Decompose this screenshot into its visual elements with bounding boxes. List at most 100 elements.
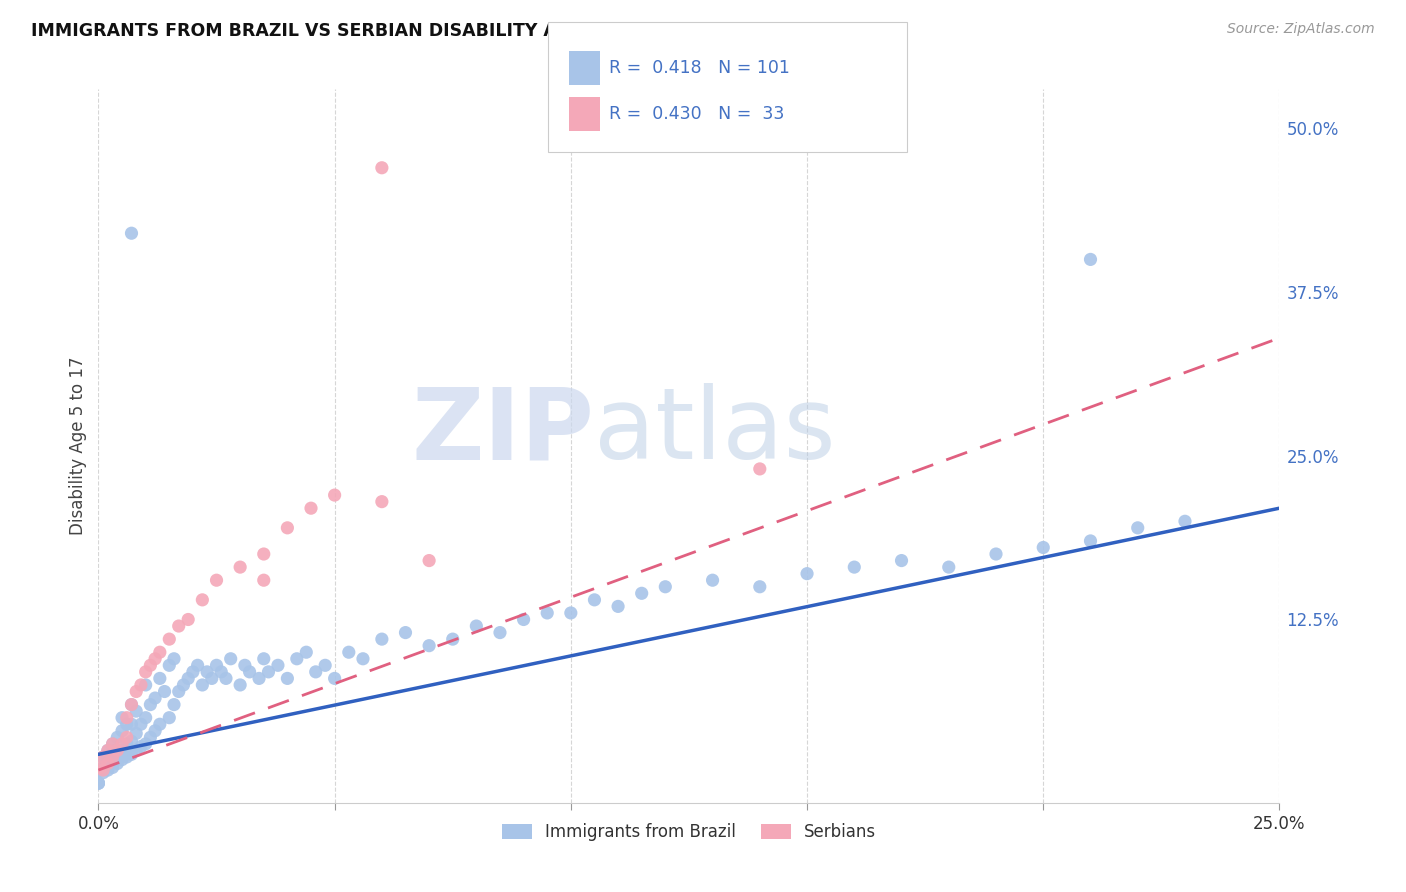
Point (512, 612, 534, 626)
Point (253, 652, 276, 666)
Point (97, 756, 120, 771)
Point (115, 737, 138, 751)
Point (157, 632, 180, 647)
Point (1032, 541, 1054, 555)
Point (229, 560, 252, 574)
Point (101, 750, 124, 764)
Point (314, 658, 336, 673)
Point (87, 776, 110, 790)
Point (201, 672, 224, 686)
Point (187, 658, 209, 673)
Point (441, 632, 464, 647)
Point (418, 553, 440, 567)
Point (323, 488, 346, 502)
Point (121, 734, 143, 748)
Point (105, 731, 128, 745)
Point (125, 726, 148, 740)
Point (101, 737, 124, 751)
Point (91, 760, 114, 774)
Point (267, 658, 290, 673)
Point (111, 743, 134, 757)
Text: R =  0.418   N = 101: R = 0.418 N = 101 (609, 59, 790, 77)
Point (90, 760, 112, 774)
Point (87, 776, 110, 790)
Point (299, 501, 322, 516)
Point (702, 573, 724, 587)
Point (111, 737, 134, 751)
Point (105, 750, 128, 764)
Point (560, 606, 582, 620)
Point (890, 553, 912, 567)
Point (121, 698, 143, 712)
Point (149, 645, 172, 659)
Point (163, 698, 186, 712)
Point (121, 226, 143, 240)
Text: Source: ZipAtlas.com: Source: ZipAtlas.com (1227, 22, 1375, 37)
Point (205, 573, 228, 587)
Point (135, 678, 157, 692)
Point (748, 462, 770, 476)
Point (1126, 521, 1149, 535)
Point (101, 737, 124, 751)
Point (111, 723, 134, 738)
Point (276, 521, 298, 535)
Point (163, 652, 186, 666)
Point (205, 658, 228, 673)
Point (630, 586, 652, 600)
Point (121, 747, 143, 762)
Point (87, 776, 110, 790)
Point (139, 698, 162, 712)
Point (371, 161, 394, 175)
Point (1080, 252, 1102, 267)
Point (215, 672, 238, 686)
Point (91, 765, 114, 780)
Point (489, 625, 512, 640)
Point (167, 619, 190, 633)
Point (101, 743, 124, 757)
Point (844, 560, 866, 574)
Point (135, 665, 157, 679)
Point (90, 763, 112, 777)
Point (172, 678, 194, 692)
Point (139, 658, 162, 673)
Point (97, 756, 120, 771)
Point (465, 619, 488, 633)
Point (181, 665, 204, 679)
Text: IMMIGRANTS FROM BRAZIL VS SERBIAN DISABILITY AGE 5 TO 17 CORRELATION CHART: IMMIGRANTS FROM BRAZIL VS SERBIAN DISABI… (31, 22, 879, 40)
Point (394, 625, 416, 640)
Point (352, 652, 374, 666)
Y-axis label: Disability Age 5 to 17: Disability Age 5 to 17 (69, 357, 87, 535)
Point (1080, 533, 1102, 548)
Point (209, 665, 232, 679)
Point (191, 592, 214, 607)
Point (285, 652, 308, 666)
Point (371, 632, 394, 647)
Point (371, 494, 394, 508)
Point (177, 672, 200, 686)
Point (97, 743, 120, 757)
Point (195, 665, 218, 679)
Point (135, 711, 157, 725)
Legend: Immigrants from Brazil, Serbians: Immigrants from Brazil, Serbians (495, 817, 883, 848)
Point (219, 652, 242, 666)
Point (157, 658, 180, 673)
Point (97, 743, 120, 757)
Point (305, 665, 328, 679)
Point (149, 717, 172, 731)
Point (121, 717, 143, 731)
Point (418, 639, 440, 653)
Point (129, 717, 152, 731)
Point (91, 763, 114, 777)
Point (583, 592, 606, 607)
Point (253, 573, 276, 587)
Point (115, 711, 138, 725)
Point (654, 580, 676, 594)
Point (135, 737, 157, 751)
Point (276, 672, 298, 686)
Point (105, 756, 128, 771)
Point (125, 684, 148, 698)
Point (115, 731, 138, 745)
Point (984, 547, 1007, 561)
Point (143, 723, 166, 738)
Point (796, 566, 818, 581)
